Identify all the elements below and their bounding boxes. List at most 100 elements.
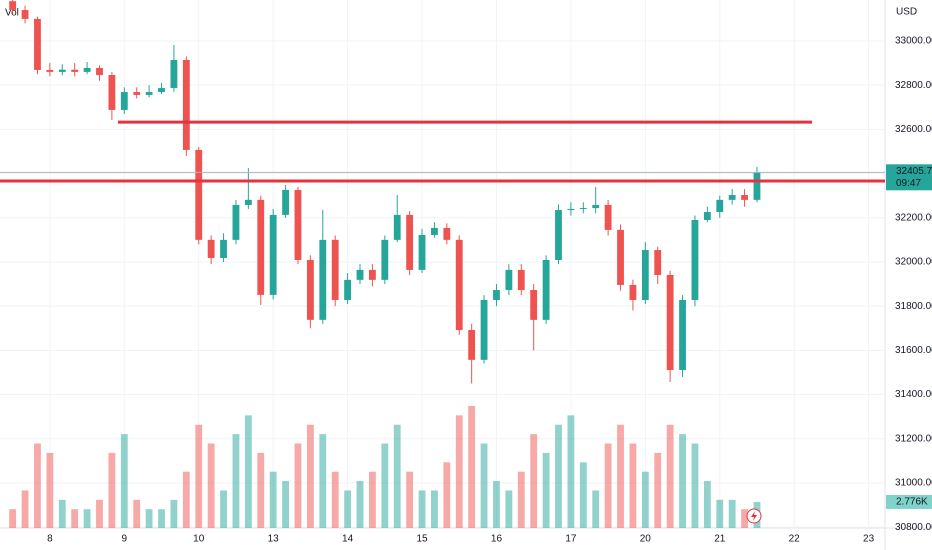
- volume-bar: [617, 424, 624, 528]
- volume-bar: [679, 434, 686, 528]
- x-tick-label: 22: [789, 534, 801, 545]
- volume-bar: [741, 509, 748, 528]
- x-tick-label: 16: [491, 534, 503, 545]
- volume-bar: [406, 471, 414, 528]
- volume-bar: [579, 462, 587, 528]
- volume-bar: [257, 452, 265, 528]
- candle-body: [468, 330, 476, 360]
- candle-body: [753, 172, 761, 200]
- candle-body: [592, 204, 600, 209]
- candle-body: [244, 199, 252, 205]
- y-tick-label: 32000.00: [895, 257, 932, 268]
- y-tick-label: 30800.00: [895, 522, 932, 533]
- volume-bar: [368, 471, 376, 528]
- volume-bar: [220, 490, 227, 528]
- volume-bar: [455, 415, 463, 528]
- volume-label-box: [886, 494, 932, 509]
- volume-bar: [294, 443, 302, 528]
- volume-bar: [83, 509, 91, 528]
- volume-bar: [393, 424, 401, 528]
- volume-bar: [170, 499, 178, 528]
- candle-body: [182, 59, 190, 150]
- x-tick-label: 8: [47, 534, 53, 545]
- candle-body: [331, 239, 339, 300]
- candle-body: [455, 239, 463, 331]
- candle-body: [71, 69, 79, 72]
- y-tick-label: 31800.00: [895, 301, 932, 312]
- volume-bar: [344, 490, 352, 528]
- volume-bar: [468, 405, 476, 528]
- volume-bar: [207, 443, 215, 528]
- candle-body: [517, 269, 525, 291]
- candle-body: [9, 1, 17, 11]
- candle-body: [679, 299, 686, 371]
- last-price-label: 32405.70: [896, 166, 932, 177]
- volume-bar: [629, 443, 637, 528]
- candle-body: [294, 189, 302, 260]
- candle-body: [269, 214, 277, 295]
- volume-bar: [133, 499, 141, 528]
- y-tick-label: 33000.00: [895, 36, 932, 47]
- volume-bar: [120, 434, 128, 528]
- candle-body: [703, 212, 711, 220]
- volume-bar: [34, 443, 41, 528]
- volume-bar: [418, 490, 426, 528]
- volume-bar: [58, 499, 66, 528]
- volume-bar: [517, 471, 525, 528]
- volume-title: Vol: [5, 8, 19, 19]
- candle-body: [666, 274, 674, 371]
- x-tick-label: 10: [193, 534, 205, 545]
- candle-body: [158, 88, 165, 93]
- volume-bar: [431, 490, 438, 528]
- volume-bar: [269, 471, 277, 528]
- alert-bolt: [751, 511, 757, 521]
- volume-label: 2.776K: [896, 497, 928, 508]
- candle-body: [232, 204, 240, 240]
- candle-body: [406, 214, 414, 270]
- candle-body: [654, 250, 662, 275]
- volume-bar: [493, 481, 500, 528]
- volume-bar: [641, 471, 649, 528]
- candle-body: [530, 290, 538, 320]
- candle-body: [220, 239, 227, 258]
- candle-body: [356, 269, 364, 280]
- x-tick-label: 20: [640, 534, 652, 545]
- volume-bar: [381, 443, 389, 528]
- volume-bar: [567, 415, 575, 528]
- volume-bar: [145, 509, 153, 528]
- candle-body: [716, 199, 724, 213]
- currency: USD: [896, 7, 917, 18]
- y-tick-label: 32800.00: [895, 80, 932, 91]
- last-price-box: [886, 164, 932, 191]
- x-tick-label: 14: [342, 534, 354, 545]
- candle-body: [381, 239, 389, 280]
- volume-bar: [108, 452, 116, 528]
- candle-body: [542, 259, 550, 320]
- candle-body: [617, 229, 624, 285]
- candle-body: [629, 284, 637, 300]
- volume-bar: [9, 509, 17, 528]
- volume-bar: [592, 490, 600, 528]
- volume-bar: [195, 424, 203, 528]
- candle-body: [691, 219, 699, 300]
- volume-bar: [356, 481, 364, 528]
- volume-bar: [604, 443, 612, 528]
- volume-bar: [443, 462, 451, 528]
- volume-bar: [71, 509, 79, 528]
- candle-body: [46, 69, 54, 72]
- volume-bar: [319, 434, 327, 528]
- candle-body: [120, 92, 128, 110]
- x-tick-label: 15: [416, 534, 428, 545]
- volume-bar: [654, 452, 662, 528]
- volume-bar: [282, 481, 289, 528]
- volume-bar: [691, 443, 699, 528]
- volume-bar: [716, 499, 724, 528]
- candle-body: [21, 10, 29, 19]
- volume-bar: [542, 452, 550, 528]
- volume-bar: [703, 481, 711, 528]
- candle-body: [170, 59, 178, 89]
